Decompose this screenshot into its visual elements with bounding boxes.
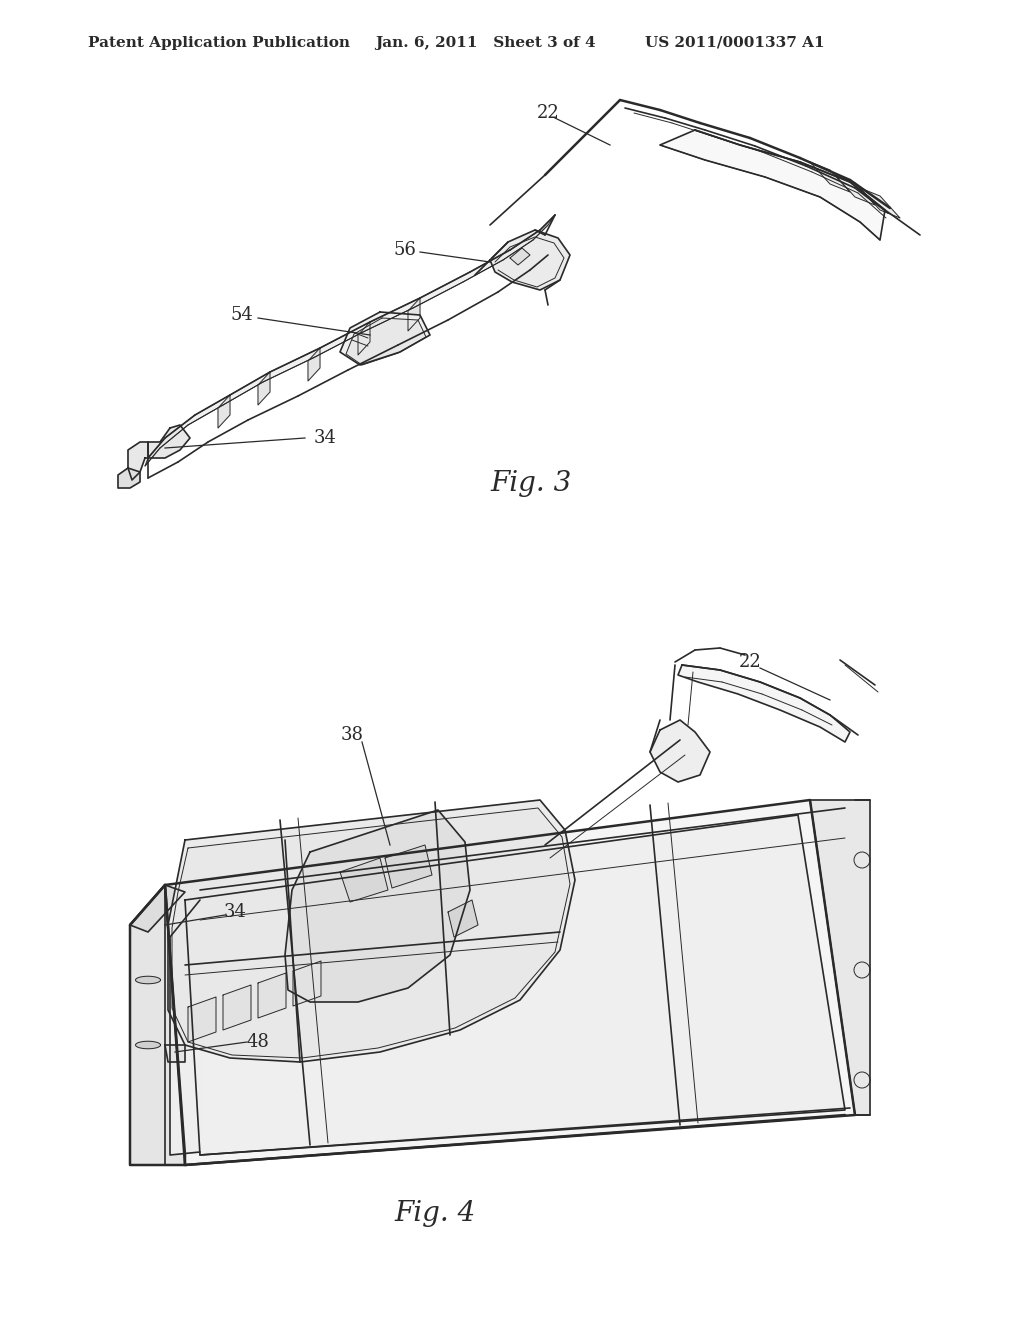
Polygon shape <box>165 1045 185 1063</box>
Text: 56: 56 <box>393 242 417 259</box>
Polygon shape <box>258 973 286 1018</box>
Polygon shape <box>660 129 885 240</box>
Polygon shape <box>258 372 270 405</box>
Text: 22: 22 <box>537 104 559 121</box>
Polygon shape <box>170 900 200 1155</box>
Polygon shape <box>188 997 216 1041</box>
Text: Fig. 4: Fig. 4 <box>394 1200 475 1228</box>
Text: Jan. 6, 2011   Sheet 3 of 4: Jan. 6, 2011 Sheet 3 of 4 <box>375 36 596 50</box>
Polygon shape <box>130 884 185 1166</box>
Polygon shape <box>308 348 319 381</box>
Polygon shape <box>449 900 478 937</box>
Polygon shape <box>218 395 230 428</box>
Polygon shape <box>810 162 850 191</box>
Polygon shape <box>293 961 321 1006</box>
Polygon shape <box>810 800 870 1115</box>
Polygon shape <box>128 442 148 480</box>
Text: 34: 34 <box>313 429 337 447</box>
Polygon shape <box>135 1041 161 1049</box>
Polygon shape <box>223 985 251 1030</box>
Polygon shape <box>385 845 432 888</box>
Polygon shape <box>285 810 470 1002</box>
Polygon shape <box>358 322 370 355</box>
Text: US 2011/0001337 A1: US 2011/0001337 A1 <box>645 36 824 50</box>
Polygon shape <box>835 176 874 205</box>
Polygon shape <box>135 977 161 983</box>
Polygon shape <box>168 800 575 1063</box>
Polygon shape <box>490 230 570 290</box>
Polygon shape <box>145 215 555 466</box>
Polygon shape <box>148 425 190 458</box>
Polygon shape <box>346 318 426 366</box>
Polygon shape <box>860 187 900 218</box>
Text: Patent Application Publication: Patent Application Publication <box>88 36 350 50</box>
Text: Fig. 3: Fig. 3 <box>490 470 571 498</box>
Polygon shape <box>130 884 185 932</box>
Polygon shape <box>172 808 570 1059</box>
Text: 34: 34 <box>223 903 247 921</box>
Polygon shape <box>678 665 850 742</box>
Polygon shape <box>165 800 855 1166</box>
Polygon shape <box>510 248 530 265</box>
Polygon shape <box>118 469 140 488</box>
Text: 22: 22 <box>738 653 762 671</box>
Polygon shape <box>408 298 420 331</box>
Text: 38: 38 <box>341 726 364 744</box>
Polygon shape <box>185 814 845 1155</box>
Polygon shape <box>340 312 430 366</box>
Text: 54: 54 <box>230 306 253 323</box>
Polygon shape <box>340 858 388 902</box>
Polygon shape <box>650 719 710 781</box>
Text: 48: 48 <box>247 1034 269 1051</box>
